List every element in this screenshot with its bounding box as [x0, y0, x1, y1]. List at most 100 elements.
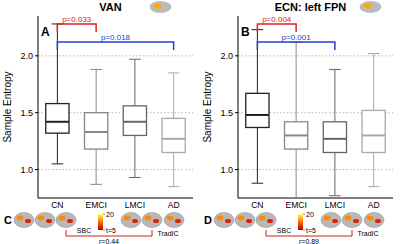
brain-image [235, 213, 255, 228]
correlation-bracket [266, 230, 352, 236]
p-value: p=0.033 [62, 15, 92, 24]
y-axis [38, 16, 39, 198]
activation-blob [345, 216, 352, 221]
significance-bracket [257, 42, 335, 50]
y-axis [238, 16, 239, 198]
box [285, 122, 308, 149]
activation-blob [364, 4, 372, 9]
category-label: CN [51, 200, 63, 210]
activation-blob [154, 4, 162, 9]
tick-label: 1.0 [20, 165, 33, 175]
tick-label: 1.5 [20, 108, 33, 118]
colorbar-tick [103, 230, 105, 231]
activation-blob [217, 216, 224, 221]
activation-blob [225, 219, 231, 223]
brain-icon [360, 1, 382, 13]
tick-label: 2.0 [220, 51, 233, 61]
median [362, 134, 385, 136]
colorbar [98, 214, 103, 230]
panel-letter: C [4, 214, 12, 226]
median [123, 121, 146, 123]
whisker-cap [368, 53, 380, 54]
brain-image [164, 213, 184, 228]
activation-blob [153, 219, 159, 223]
activation-blob [145, 216, 152, 221]
title: VAN [99, 1, 121, 13]
category-label: EMCI [86, 200, 107, 210]
box [46, 104, 69, 134]
colorbar-tick [103, 214, 105, 215]
whisker-cap [329, 69, 341, 70]
x-axis [238, 198, 393, 199]
activation-blob [46, 219, 52, 223]
p-value: p=0.001 [282, 33, 312, 42]
y-axis-label: Sample Entropy [202, 71, 213, 142]
activation-blob [324, 216, 331, 221]
whisker-cap [252, 183, 264, 184]
activation-blob [246, 219, 252, 223]
box [123, 106, 146, 136]
brain-image [14, 213, 34, 228]
activation-blob [267, 219, 273, 223]
panel-letter: B [241, 25, 250, 39]
activation-blob [167, 216, 174, 221]
activation-blob [124, 216, 131, 221]
brain-image [121, 213, 141, 228]
brain-image [56, 213, 76, 228]
box [162, 118, 185, 152]
p-value: p=0.004 [262, 15, 292, 24]
box [362, 110, 385, 152]
box [246, 93, 269, 127]
activation-blob [353, 219, 359, 223]
activation-blob [67, 219, 73, 223]
activation-blob [38, 216, 45, 221]
whisker-cap [329, 195, 341, 196]
category-label: AD [168, 200, 180, 210]
colorbar-label: 20 [306, 211, 314, 218]
whisker [296, 42, 297, 198]
method-label: SBC [77, 227, 91, 234]
panel-letter: D [204, 214, 212, 226]
whisker-cap [368, 186, 380, 187]
bottom-panel: D20t=5SBCTradICr=0.89 [204, 211, 384, 244]
whisker-cap [129, 59, 141, 60]
p-value: p=0.018 [101, 33, 131, 42]
colorbar-label: 20 [106, 211, 114, 218]
tick-label: 1.0 [220, 165, 233, 175]
box [85, 113, 108, 149]
y-axis-label: Sample Entropy [2, 71, 13, 142]
brain-image [35, 213, 55, 228]
correlation-bracket [66, 230, 152, 236]
box-chart: ECN: left FPNSample Entropy1.01.52.0BCNE… [202, 1, 393, 210]
activation-blob [17, 216, 24, 221]
correlation-label: r=0.89 [299, 238, 319, 244]
grid-line [238, 55, 393, 56]
median [85, 131, 108, 133]
title: ECN: left FPN [275, 1, 347, 13]
whisker-cap [90, 69, 102, 70]
grid-line [38, 169, 193, 170]
brain-image [256, 213, 276, 228]
brain-image [321, 213, 341, 228]
activation-blob [132, 219, 138, 223]
figure: VAN Sample Entropy 1.0 1.5 2.0 A CN EMCI LMCI AD p… [0, 0, 400, 244]
median [162, 138, 185, 140]
colorbar-label: t=5 [306, 227, 316, 234]
median [323, 138, 346, 140]
activation-blob [367, 216, 374, 221]
grid-line [38, 55, 193, 56]
category-label: LMCI [325, 200, 345, 210]
activation-blob [59, 216, 66, 221]
bottom-panel: C20t=5SBCTradICr=0.44 [4, 211, 184, 244]
category-label: AD [368, 200, 380, 210]
activation-blob [175, 219, 181, 223]
panel-letter: A [41, 25, 50, 39]
significance-bracket [57, 42, 173, 50]
method-label: TradIC [357, 230, 378, 237]
median [46, 121, 69, 123]
brain-image [142, 213, 162, 228]
whisker-cap [129, 177, 141, 178]
whisker-cap [168, 72, 180, 73]
category-label: LMCI [125, 200, 145, 210]
activation-blob [332, 219, 338, 223]
